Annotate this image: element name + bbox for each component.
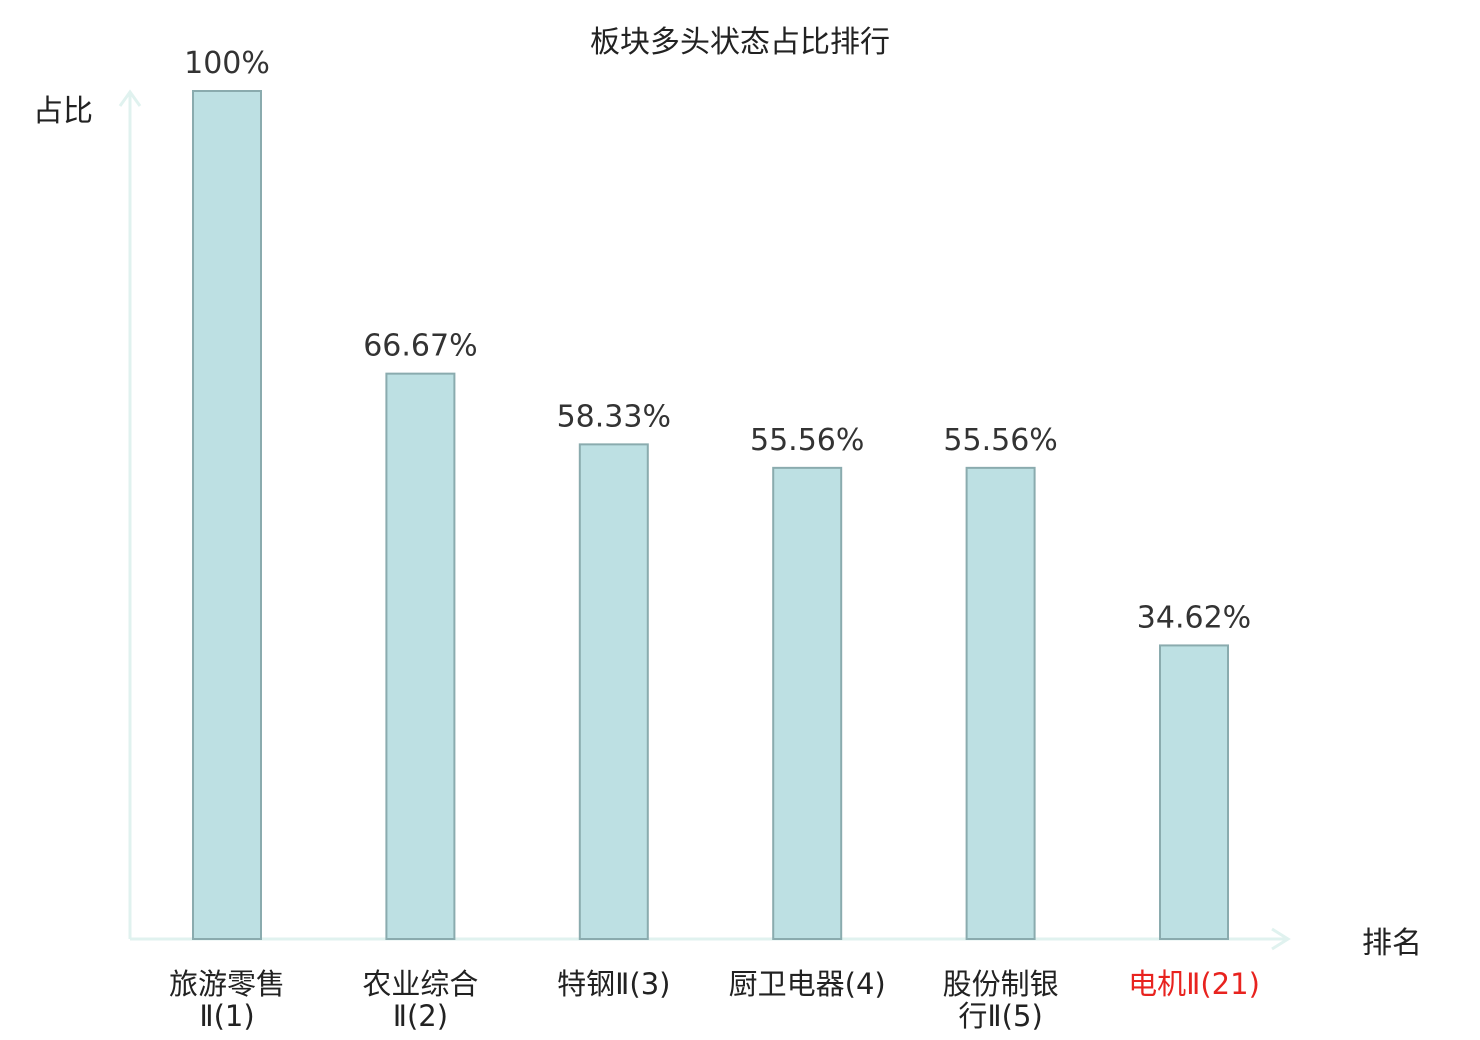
bar-6	[1159, 644, 1229, 941]
category-label-2-line2: Ⅱ(2)	[393, 999, 448, 1033]
value-labels-group: 100% 66.67% 58.33% 55.56% 55.56% 34.62%	[184, 46, 1251, 635]
value-label-5: 55.56%	[943, 423, 1057, 458]
bar-3	[578, 443, 649, 940]
value-label-3: 58.33%	[557, 399, 671, 434]
category-label-3: 特钢Ⅱ(3)	[557, 967, 670, 1001]
bar-2	[385, 372, 456, 940]
bar-1	[192, 90, 262, 940]
x-axis-arrow	[1271, 927, 1291, 951]
x-axis-label: 排名	[1362, 926, 1422, 961]
value-label-4: 55.56%	[750, 423, 864, 458]
category-label-2: 农业综合	[362, 967, 478, 1001]
value-label-6: 34.62%	[1137, 600, 1251, 635]
bar-5	[965, 466, 1036, 940]
category-label-1: 旅游零售	[169, 967, 285, 1001]
y-axis-label: 占比	[33, 94, 93, 129]
chart-title: 板块多头状态占比排行	[590, 25, 890, 60]
category-label-1-line2: Ⅱ(1)	[199, 999, 254, 1033]
bars-group	[192, 90, 1229, 941]
category-label-4: 厨卫电器(4)	[729, 967, 886, 1001]
category-label-5: 股份制银	[943, 967, 1059, 1001]
y-axis-arrow	[118, 89, 142, 107]
bar-4	[772, 466, 843, 940]
value-label-2: 66.67%	[363, 329, 477, 364]
category-label-6: 电机Ⅱ(21)	[1128, 967, 1260, 1001]
value-label-1: 100%	[184, 46, 270, 81]
category-label-5-line2: 行Ⅱ(5)	[958, 999, 1042, 1033]
